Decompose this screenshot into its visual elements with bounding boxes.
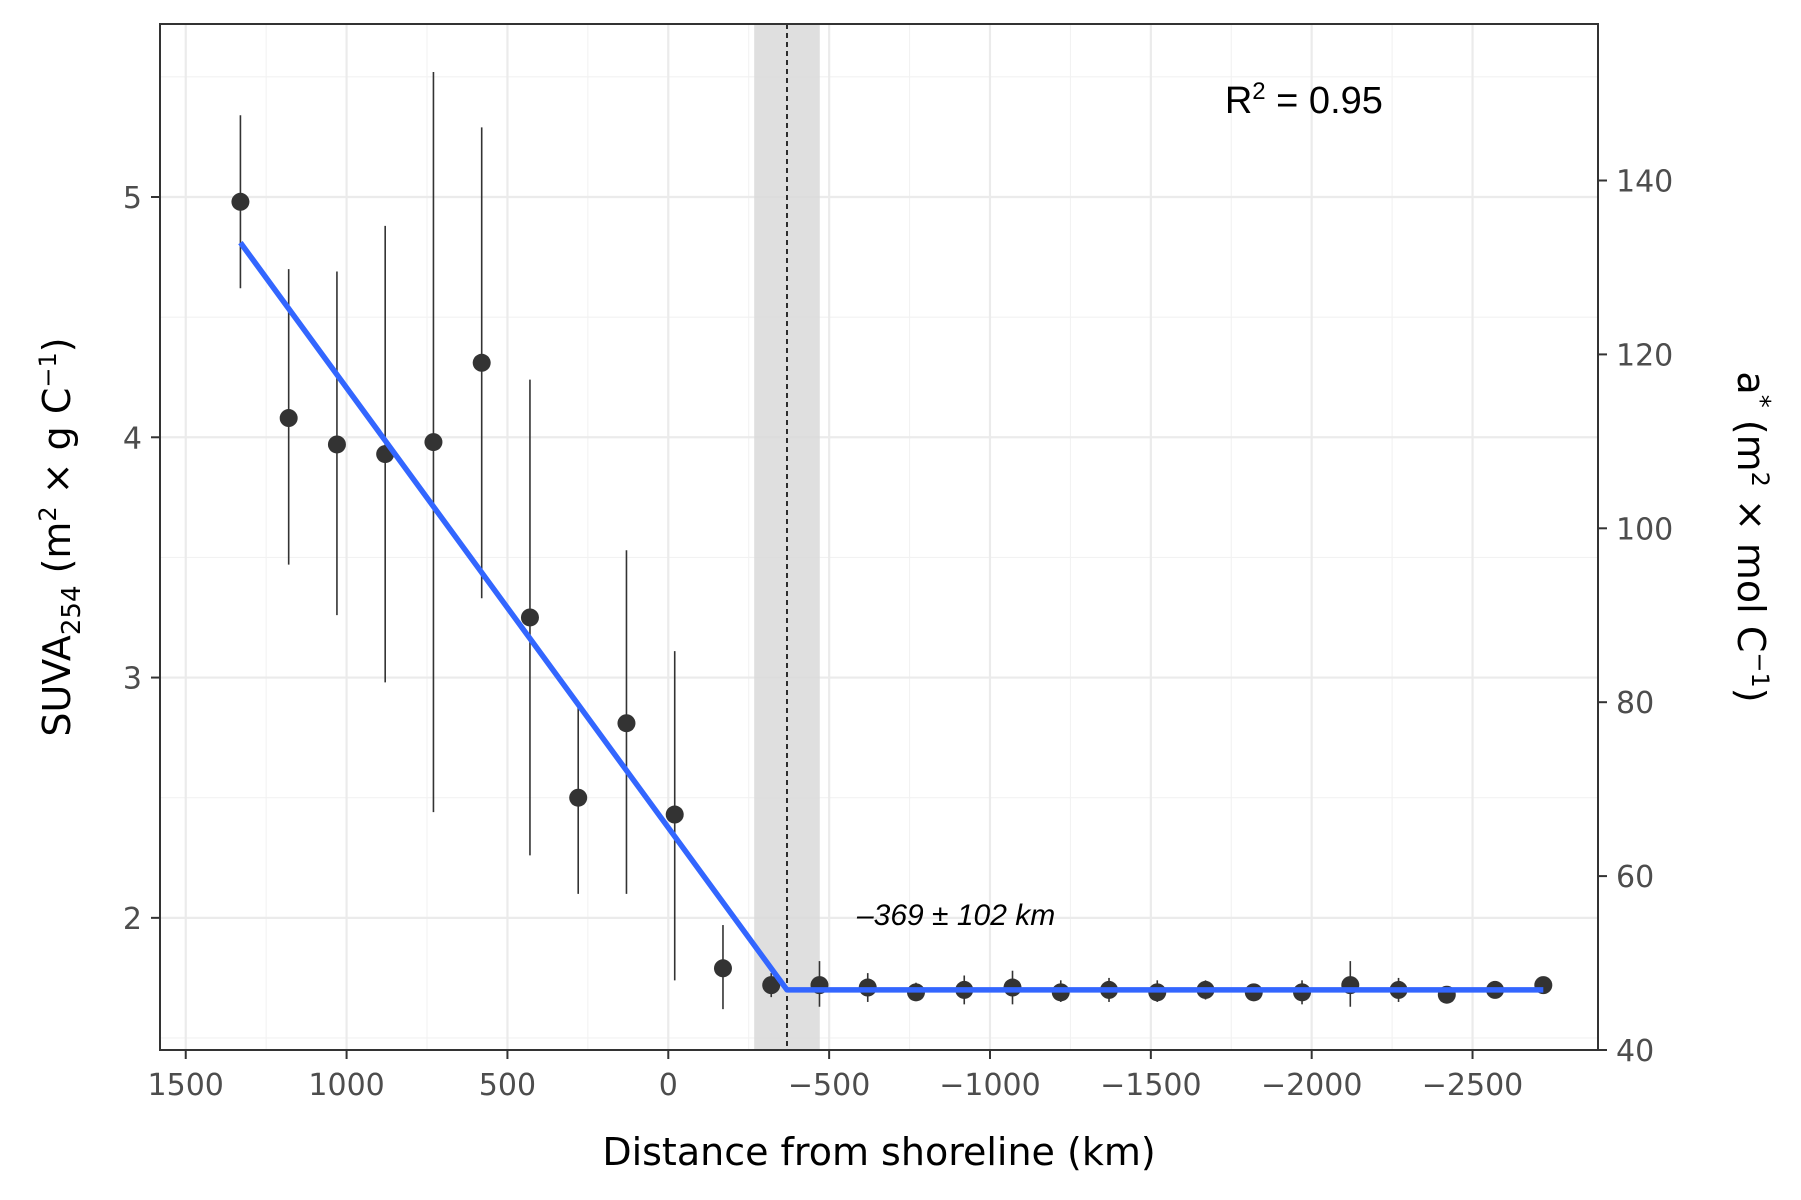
data-point <box>231 192 250 211</box>
y2-tick-label: 40 <box>1616 1034 1654 1069</box>
minor-grid <box>160 24 1598 1050</box>
y-tick-label: 5 <box>123 181 142 216</box>
x-tick-label: 1000 <box>308 1068 384 1103</box>
y2-axis-ticks: 40 60 80 100 120 140 <box>1598 165 1673 1069</box>
r2-sup: 2 <box>1252 78 1265 105</box>
x-tick-label: 500 <box>479 1068 536 1103</box>
x-tick-label: −1500 <box>1100 1068 1201 1103</box>
plot-border <box>159 23 1599 1051</box>
breakpoint-label: –369 ± 102 km <box>856 899 1055 932</box>
y2-tick-label: 80 <box>1616 686 1654 721</box>
x-tick-label: −2500 <box>1422 1068 1523 1103</box>
x-tick-label: −2000 <box>1261 1068 1362 1103</box>
y2-tick-label: 140 <box>1616 165 1673 200</box>
r2-rest: = 0.95 <box>1266 80 1383 122</box>
x-tick-label: 1500 <box>148 1068 224 1103</box>
y2-axis-title: a* (m2 × mol C−1) <box>1729 371 1775 702</box>
y-tick-label: 3 <box>123 662 142 697</box>
plot-background <box>160 24 1598 1050</box>
data-point <box>617 714 636 733</box>
y2-tick-label: 120 <box>1616 338 1673 373</box>
y-tick-label: 4 <box>123 421 142 456</box>
x-tick-label: −500 <box>788 1068 870 1103</box>
x-tick-label: −1000 <box>939 1068 1040 1103</box>
y2-tick-label: 100 <box>1616 512 1673 547</box>
y2-tick-label: 60 <box>1616 860 1654 895</box>
data-point <box>665 805 684 824</box>
data-point <box>424 433 443 452</box>
fit-line <box>238 241 1544 993</box>
x-axis-ticks: 1500 1000 500 0 −500 −1000 −1500 −2000 −2500 <box>148 1050 1523 1103</box>
x-tick-label: 0 <box>659 1068 678 1103</box>
x-axis-title: Distance from shoreline (km) <box>602 1130 1155 1174</box>
data-point <box>472 353 491 372</box>
data-point <box>569 788 588 807</box>
major-grid <box>160 24 1598 1050</box>
y-tick-label: 2 <box>123 902 142 937</box>
data-point <box>327 435 346 454</box>
y-axis-ticks: 2 3 4 5 <box>123 181 160 937</box>
y-axis-title: SUVA254 (m2 × g C−1) <box>34 337 87 736</box>
data-point <box>762 976 781 995</box>
data-point <box>520 608 539 627</box>
r2-base: R <box>1225 80 1252 122</box>
data-point <box>279 409 298 428</box>
r-squared-label: R2 = 0.95 <box>1225 78 1383 122</box>
data-point <box>713 959 732 978</box>
